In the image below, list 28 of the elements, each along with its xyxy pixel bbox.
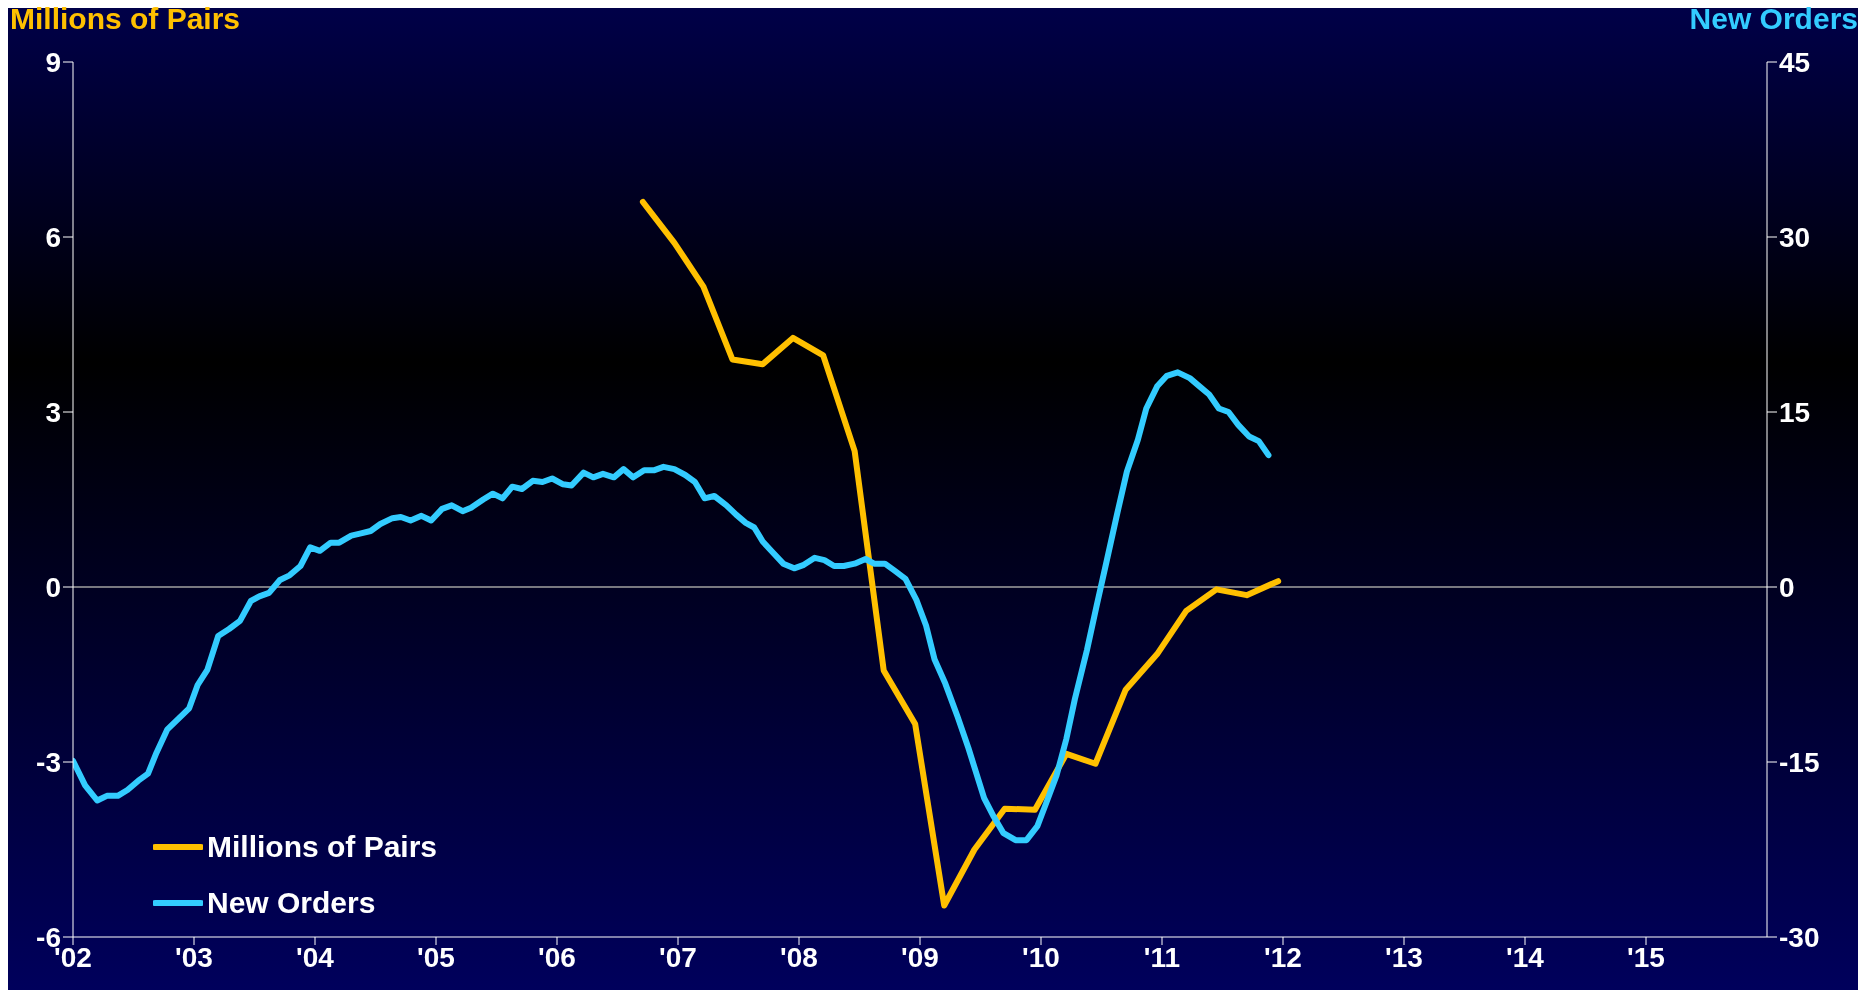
- x-tick-label: '14: [1506, 941, 1545, 973]
- y2-tick-label: 0: [1779, 571, 1795, 603]
- x-tick-label: '15: [1627, 941, 1665, 973]
- x-tick-label: '11: [1143, 941, 1181, 973]
- y-tick-label: -3: [36, 746, 61, 778]
- legend-label: New Orders: [207, 886, 376, 920]
- y2-tick-label: 30: [1779, 221, 1811, 253]
- x-tick-label: '08: [780, 941, 818, 973]
- x-tick-label: '05: [417, 941, 455, 973]
- y2-tick-label: 45: [1779, 46, 1811, 78]
- y-tick-label: 0: [45, 571, 61, 603]
- legend-label: Millions of Pairs: [207, 830, 438, 864]
- y2-tick-label: -15: [1779, 746, 1820, 778]
- x-tick-label: '06: [538, 941, 576, 973]
- y2-axis-title: New Orders: [1689, 2, 1858, 36]
- x-tick-label: '03: [175, 941, 213, 973]
- x-tick-label: '13: [1385, 941, 1423, 973]
- x-tick-label: '12: [1264, 941, 1302, 973]
- y2-tick-label: -30: [1779, 921, 1820, 953]
- y-tick-label: 6: [45, 221, 61, 253]
- y-axis-title: Millions of Pairs: [10, 2, 241, 36]
- x-tick-label: '07: [659, 941, 697, 973]
- x-tick-label: '04: [296, 941, 335, 973]
- y2-tick-label: 15: [1779, 396, 1811, 428]
- x-tick-label: '09: [901, 941, 939, 973]
- y-tick-label: 9: [45, 46, 61, 78]
- x-tick-label: '10: [1022, 941, 1060, 973]
- y-tick-label: 3: [45, 396, 61, 428]
